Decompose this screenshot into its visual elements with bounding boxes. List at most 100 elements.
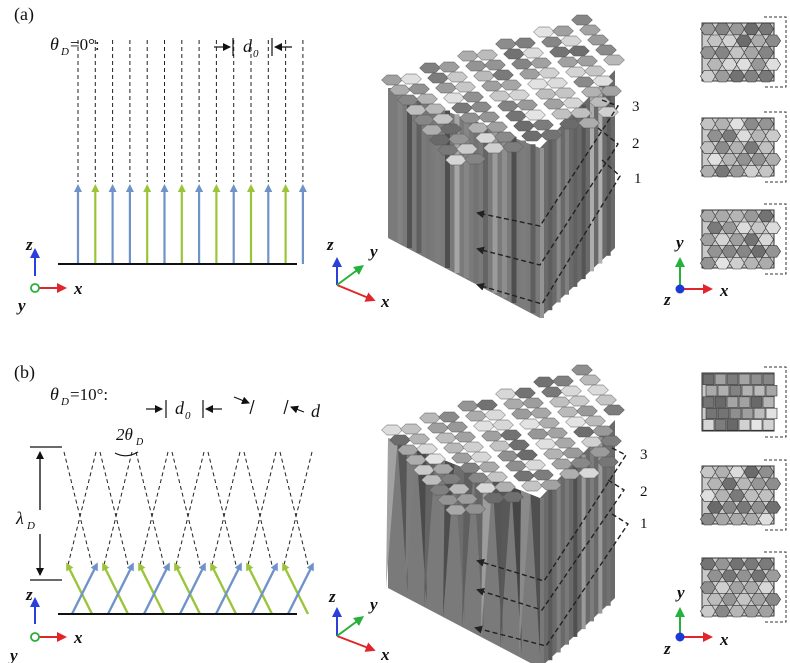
square-cell [729, 385, 742, 397]
hexagon-cell [595, 44, 617, 56]
hexagon-cell [600, 85, 622, 97]
column-face [565, 472, 569, 645]
hexagon-cell [530, 407, 552, 419]
hexagon-cell [473, 420, 495, 432]
axis-y-label: y [674, 233, 684, 252]
angle-symbol: 2θ [116, 425, 133, 444]
hexagon-cell [532, 469, 554, 481]
hexagon-cell [522, 47, 544, 59]
panel-a-spacing-label: d 0 [214, 36, 292, 60]
hexagon-cell [451, 102, 473, 114]
square-cell [702, 419, 715, 431]
column-face [540, 148, 544, 318]
axis-z-label: z [328, 587, 336, 606]
green-ray-arrow [102, 562, 130, 615]
hexagon-cell [457, 50, 479, 62]
axis-x-label: x [380, 292, 390, 311]
hexagon-cell [400, 423, 422, 435]
theta-symbol: θ [50, 34, 59, 54]
axis-z-label: z [25, 585, 33, 604]
hexagon-cell [700, 257, 716, 270]
spacing-symbol: d [243, 36, 253, 56]
axis-x-label: x [719, 281, 729, 300]
blue-ray-arrow [214, 562, 242, 615]
column-face [590, 446, 594, 622]
layer-2-label: 2 [640, 484, 648, 500]
hexagon-cell [743, 605, 760, 618]
column-face [416, 99, 422, 253]
column-face [598, 87, 603, 264]
hexagon-cell [484, 409, 506, 421]
hexagon-cell [546, 77, 568, 89]
hexagon-cell [513, 120, 535, 132]
hexagon-cell [445, 154, 467, 166]
cross-section-slice [700, 16, 787, 88]
column-face [435, 106, 441, 263]
square-cell [741, 407, 754, 420]
panel-b-theta: θ D =10°: [50, 384, 108, 408]
hexagon-cell [478, 461, 500, 473]
panel-a-left-axes: z y x [16, 235, 83, 315]
hexagon-cell [573, 426, 595, 438]
theta-subscript: D [60, 46, 69, 58]
square-cell [750, 396, 763, 408]
green-ray-arrow [282, 562, 310, 615]
hexagon-cell [603, 404, 625, 416]
period-symbol: λ [15, 508, 24, 528]
hexagon-cell [514, 37, 536, 49]
hexagon-cell [600, 435, 622, 447]
hexagon-cell [427, 422, 449, 434]
hexagon-cell [524, 109, 546, 121]
panel-b-angle-label: 2θ D [114, 425, 144, 457]
hexagon-cell [541, 386, 563, 398]
hexagon-cell [521, 480, 543, 492]
hexagon-cell [497, 100, 519, 112]
hexagon-cell [502, 491, 524, 503]
column-face [581, 454, 586, 630]
square-cell [762, 396, 775, 408]
hexagon-cell [576, 55, 598, 67]
hexagon-cell [729, 605, 745, 618]
hexagon-cell [464, 503, 486, 515]
hexagon-cell [535, 438, 557, 450]
cross-section-slice [700, 551, 787, 623]
blue-ray-arrow [142, 562, 170, 615]
column-face [573, 463, 578, 637]
hexagon-cell [540, 129, 562, 141]
column-face [556, 130, 561, 303]
column-face [416, 449, 427, 603]
column-face [405, 445, 417, 598]
hexagon-cell [464, 153, 486, 165]
slice-bracket [764, 366, 787, 438]
hexagon-cell [522, 397, 544, 409]
hexagon-cell [765, 501, 781, 514]
square-cell [729, 407, 742, 420]
hexagon-cell [508, 89, 530, 101]
hexagon-cell [560, 35, 582, 47]
axis-x-label: x [380, 645, 390, 663]
axis-y-label: y [8, 646, 18, 663]
hexagon-cell [579, 374, 601, 386]
dashed-ray [243, 451, 277, 566]
green-ray-arrow [174, 562, 202, 615]
hexagon-cell [729, 257, 745, 270]
hexagon-cell [765, 34, 781, 47]
cross-section-slice [701, 366, 787, 438]
block-top-hexagons [381, 364, 625, 516]
square-cell [705, 385, 718, 397]
column-face [565, 122, 569, 295]
hexagon-cell [451, 452, 473, 464]
theta-subscript: D [60, 396, 69, 408]
hexagon-cell [400, 73, 422, 85]
axis-y-label: y [368, 242, 378, 261]
column-face [548, 489, 553, 661]
hexagon-cell [603, 54, 625, 66]
column-face [548, 139, 553, 311]
hexagon-cell [443, 92, 465, 104]
hexagon-cell [552, 375, 574, 387]
green-ray-arrow [210, 562, 238, 615]
hexagon-cell [473, 70, 495, 82]
square-cell [702, 373, 715, 385]
hexagon-cell [549, 396, 571, 408]
column-face [483, 125, 488, 288]
